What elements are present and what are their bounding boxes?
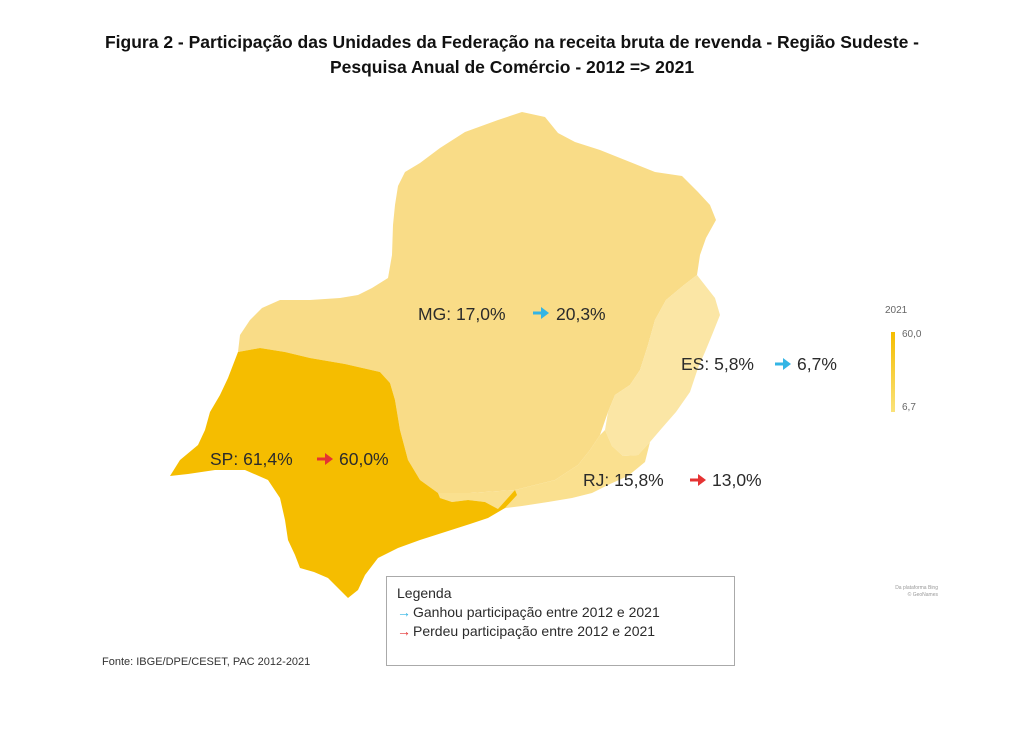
svg-text:MG: 17,0%: MG: 17,0% xyxy=(418,304,506,324)
color-scale-bar xyxy=(891,332,895,412)
figure-title-line-2: Pesquisa Anual de Comércio - 2012 => 202… xyxy=(329,57,695,77)
legend-title: Legenda xyxy=(397,585,452,601)
legend-item-up: → Ganhou participação entre 2012 e 2021 xyxy=(397,603,724,622)
label-es-abbr: ES xyxy=(681,354,704,374)
legend-down-text: Perdeu participação entre 2012 e 2021 xyxy=(413,623,656,639)
svg-text:SP: 61,4%: SP: 61,4% xyxy=(210,449,293,469)
label-sp: SP: 61,4% 60,0% xyxy=(210,449,389,469)
label-es-2021: 6,7% xyxy=(797,354,837,374)
mg-arrow-icon xyxy=(533,307,549,319)
label-sp-2021: 60,0% xyxy=(339,449,389,469)
label-mg: MG: 17,0% 20,3% xyxy=(418,304,606,324)
label-sp-abbr: SP xyxy=(210,449,233,469)
state-es[interactable] xyxy=(605,275,720,456)
red-arrow-icon: → xyxy=(397,623,411,639)
color-scale-title: 2021 xyxy=(885,305,908,316)
label-rj: RJ: 15,8% 13,0% xyxy=(583,470,762,490)
figure-title-line-1: Figura 2 - Participação das Unidades da … xyxy=(104,32,919,52)
map-attribution: Da plataforma Bing © GeoNames xyxy=(858,585,938,599)
sp-arrow-icon xyxy=(317,453,333,465)
rj-arrow-icon xyxy=(690,474,706,486)
blue-arrow-icon: → xyxy=(397,604,411,620)
label-rj-abbr: RJ xyxy=(583,470,604,490)
figure-title: Figura 2 - Participação das Unidades da … xyxy=(0,30,1024,80)
legend-box: Legenda → Ganhou participação entre 2012 … xyxy=(386,576,735,666)
color-scale-max: 60,0 xyxy=(902,329,922,340)
label-es-2012: 5,8% xyxy=(714,354,754,374)
label-mg-2012: 17,0% xyxy=(456,304,506,324)
legend-item-down: → Perdeu participação entre 2012 e 2021 xyxy=(397,622,724,641)
svg-text:RJ: 15,8%: RJ: 15,8% xyxy=(583,470,664,490)
label-mg-abbr: MG xyxy=(418,304,446,324)
es-arrow-icon xyxy=(775,358,791,370)
legend-up-text: Ganhou participação entre 2012 e 2021 xyxy=(413,604,660,620)
state-rj[interactable] xyxy=(438,430,650,509)
attribution-line-2: © GeoNames xyxy=(907,592,938,598)
color-scale: 2021 60,0 6,7 xyxy=(885,305,945,415)
label-rj-2021: 13,0% xyxy=(712,470,762,490)
color-scale-min: 6,7 xyxy=(902,402,916,413)
label-sp-2012: 61,4% xyxy=(243,449,293,469)
state-mg[interactable] xyxy=(238,112,716,493)
state-sp[interactable] xyxy=(170,348,517,598)
svg-text:ES: 5,8%: ES: 5,8% xyxy=(681,354,754,374)
source-note: Fonte: IBGE/DPE/CESET, PAC 2012-2021 xyxy=(102,656,311,668)
label-es: ES: 5,8% 6,7% xyxy=(681,354,837,374)
attribution-line-1: Da plataforma Bing xyxy=(895,585,938,591)
label-rj-2012: 15,8% xyxy=(614,470,664,490)
label-mg-2021: 20,3% xyxy=(556,304,606,324)
